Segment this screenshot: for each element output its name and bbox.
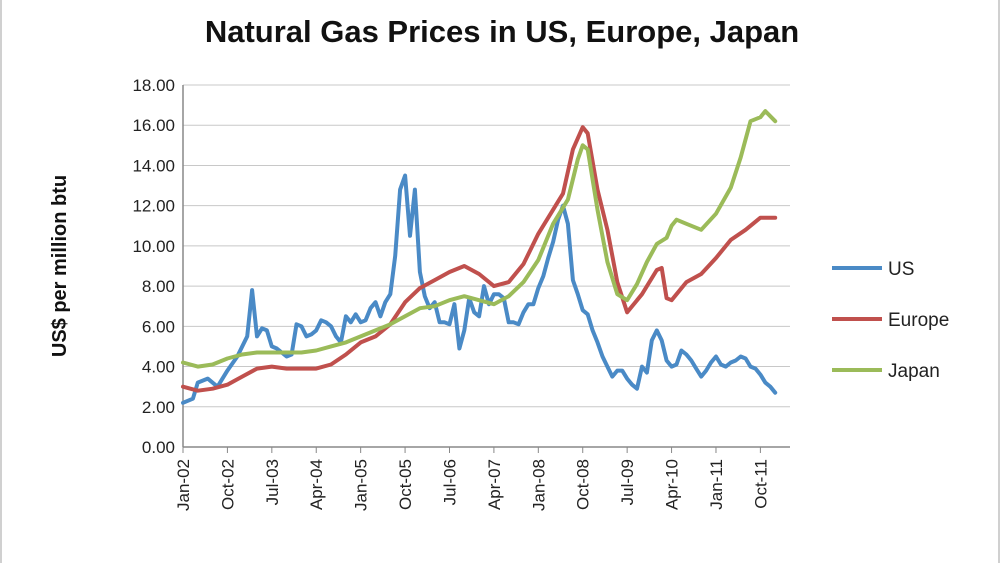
y-tick-label: 12.00 (132, 197, 175, 216)
y-axis-label: US$ per million btu (49, 175, 71, 357)
y-tick-label: 10.00 (132, 237, 175, 256)
x-tick-label: Apr-10 (663, 459, 682, 510)
x-tick-label: Oct-02 (218, 459, 237, 510)
x-tick-label: Jan-11 (707, 459, 726, 510)
series-line-europe (181, 125, 778, 393)
x-tick-label: Apr-04 (307, 459, 326, 510)
x-tick-label: Jan-02 (174, 459, 193, 511)
x-tick-label: Jan-08 (529, 459, 548, 511)
legend-label-europe: Europe (888, 310, 949, 331)
y-tick-label: 6.00 (142, 317, 175, 336)
y-tick-label: 4.00 (142, 358, 175, 377)
series-line-us (181, 173, 778, 405)
legend-label-japan: Japan (888, 361, 940, 382)
y-tick-label: 8.00 (142, 277, 175, 296)
legend: US Europe Japan (832, 259, 949, 382)
x-tick-label: Jul-03 (263, 459, 282, 505)
x-tick-label: Jan-05 (352, 459, 371, 511)
y-tick-labels: 0.00 2.00 4.00 6.00 8.00 10.00 12.00 14.00 16.00… (132, 76, 175, 457)
chart-title: Natural Gas Prices in US, Europe, Japan (205, 14, 799, 49)
legend-label-us: US (888, 259, 914, 280)
y-tick-label: 18.00 (132, 76, 175, 95)
x-tick-label: Oct-11 (751, 459, 770, 509)
x-tick-label: Jul-09 (618, 459, 637, 505)
x-tick-labels: Jan-02 Oct-02 Jul-03 Apr-04 Jan-05 Oct-05 Jul-… (174, 447, 770, 511)
x-tick-label: Oct-05 (396, 459, 415, 510)
x-tick-label: Jul-06 (440, 459, 459, 505)
x-tick-label: Apr-07 (485, 459, 504, 510)
y-tick-label: 2.00 (142, 398, 175, 417)
gridlines (182, 84, 790, 448)
y-tick-label: 14.00 (132, 156, 175, 175)
series-line-japan (181, 109, 778, 369)
x-tick-label: Oct-08 (574, 459, 593, 510)
series-lines (181, 109, 778, 405)
y-tick-label: 16.00 (132, 116, 175, 135)
y-tick-label: 0.00 (142, 438, 175, 457)
